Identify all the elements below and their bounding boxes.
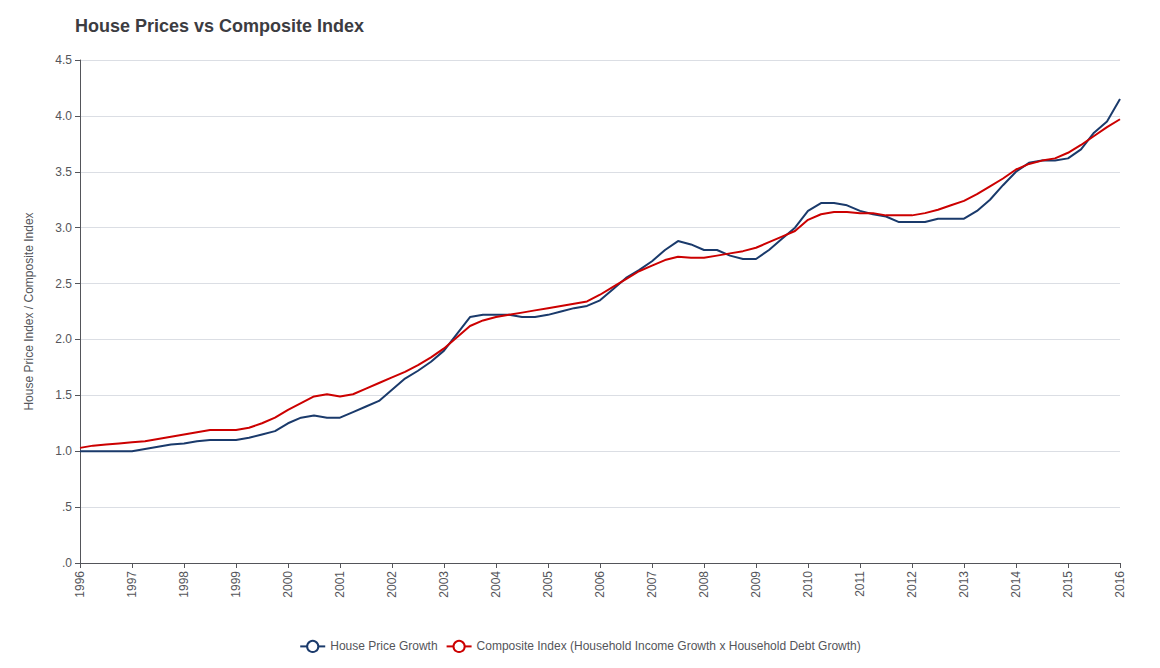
svg-text:2013: 2013 [957,571,971,598]
svg-text:2007: 2007 [645,571,659,598]
svg-text:.0: .0 [62,556,72,570]
svg-text:House Price Growth: House Price Growth [330,639,437,653]
svg-text:2.5: 2.5 [55,277,72,291]
svg-text:2003: 2003 [437,571,451,598]
svg-text:1.0: 1.0 [55,444,72,458]
svg-text:4.5: 4.5 [55,53,72,67]
svg-text:House Prices vs Composite Inde: House Prices vs Composite Index [75,16,364,36]
svg-text:1997: 1997 [125,571,139,598]
svg-text:House Price Index / Composite: House Price Index / Composite Index [22,212,36,410]
svg-text:2001: 2001 [333,571,347,598]
svg-text:3.0: 3.0 [55,221,72,235]
svg-text:2009: 2009 [749,571,763,598]
svg-text:2004: 2004 [489,571,503,598]
svg-text:1999: 1999 [229,571,243,598]
svg-text:2006: 2006 [593,571,607,598]
svg-text:3.5: 3.5 [55,165,72,179]
svg-text:2011: 2011 [853,571,867,597]
svg-text:2016: 2016 [1113,571,1127,598]
svg-text:2014: 2014 [1009,571,1023,598]
svg-text:Composite Index (Household Inc: Composite Index (Household Income Growth… [477,639,861,653]
svg-text:1998: 1998 [177,571,191,598]
svg-text:2002: 2002 [385,571,399,598]
svg-text:.5: .5 [62,500,72,514]
svg-text:1.5: 1.5 [55,388,72,402]
svg-text:2015: 2015 [1061,571,1075,598]
svg-text:2010: 2010 [801,571,815,598]
svg-text:2008: 2008 [697,571,711,598]
svg-text:2005: 2005 [541,571,555,598]
svg-text:2000: 2000 [281,571,295,598]
svg-text:4.0: 4.0 [55,109,72,123]
svg-text:2012: 2012 [905,571,919,598]
svg-text:2.0: 2.0 [55,332,72,346]
svg-text:1996: 1996 [73,571,87,598]
